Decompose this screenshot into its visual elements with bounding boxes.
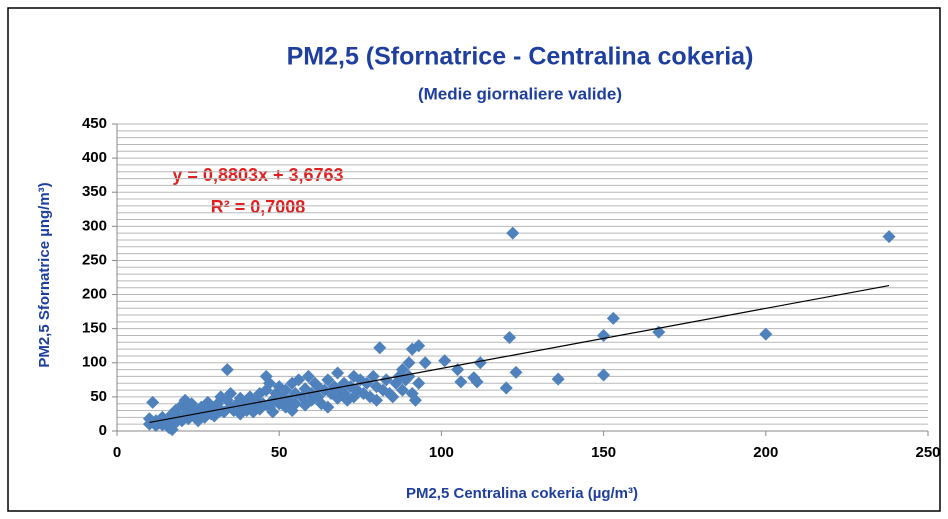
data-point <box>395 363 409 377</box>
data-point <box>321 400 335 414</box>
y-tick-label: 50 <box>90 388 107 405</box>
data-point <box>220 363 234 377</box>
data-point <box>454 375 468 389</box>
data-point <box>759 327 773 341</box>
trendline <box>149 284 890 424</box>
y-tick-label: 100 <box>82 354 107 371</box>
data-point <box>373 341 387 355</box>
data-point <box>321 373 335 387</box>
y-tick-label: 0 <box>99 422 107 439</box>
data-point <box>408 393 422 407</box>
y-tick-label: 300 <box>82 217 107 234</box>
data-point <box>551 372 565 386</box>
y-axis-label: PM2,5 Sfornatrice µng/m³) <box>36 182 53 367</box>
data-point <box>360 376 374 390</box>
data-point <box>266 405 280 419</box>
data-point <box>402 369 416 383</box>
data-point <box>224 386 238 400</box>
x-tick-label: 200 <box>753 444 778 461</box>
chart-border <box>7 7 941 512</box>
data-point <box>370 393 384 407</box>
data-point <box>366 369 380 383</box>
data-point <box>379 373 393 387</box>
y-tick-label: 400 <box>82 149 107 166</box>
data-point <box>473 356 487 370</box>
data-point <box>301 369 315 383</box>
data-point <box>509 365 523 379</box>
y-tick-label: 350 <box>82 183 107 200</box>
data-point <box>386 390 400 404</box>
x-tick-label: 250 <box>915 444 940 461</box>
y-tick-label: 450 <box>82 115 107 132</box>
x-tick-label: 50 <box>271 444 288 461</box>
data-point <box>292 373 306 387</box>
data-point <box>506 226 520 240</box>
r-squared: R² = 0,7008 <box>211 197 306 217</box>
data-point <box>499 381 513 395</box>
x-axis-label: PM2,5 Centralina cokeria (µg/m³) <box>406 485 638 502</box>
data-point <box>288 397 302 411</box>
data-point <box>412 376 426 390</box>
data-point <box>418 356 432 370</box>
data-point <box>503 331 517 345</box>
data-point <box>395 383 409 397</box>
data-point <box>402 356 416 370</box>
data-point <box>438 354 452 368</box>
data-point <box>606 311 620 325</box>
y-tick-label: 200 <box>82 286 107 303</box>
x-tick-label: 150 <box>591 444 616 461</box>
trend-equation: y = 0,8803x + 3,6763 <box>172 165 343 185</box>
chart-title: PM2,5 (Sfornatrice - Centralina cokeria) <box>287 43 754 71</box>
y-tick-label: 250 <box>82 251 107 268</box>
data-point <box>470 375 484 389</box>
data-point <box>146 395 160 409</box>
chart-subtitle: (Medie giornaliere valide) <box>418 84 622 103</box>
data-point <box>882 230 896 244</box>
x-tick-label: 0 <box>113 444 121 461</box>
data-point <box>331 366 345 380</box>
x-tick-label: 100 <box>429 444 454 461</box>
data-point <box>279 383 293 397</box>
data-point <box>412 339 426 353</box>
data-point <box>597 368 611 382</box>
y-tick-label: 150 <box>82 320 107 337</box>
data-point <box>262 376 276 390</box>
